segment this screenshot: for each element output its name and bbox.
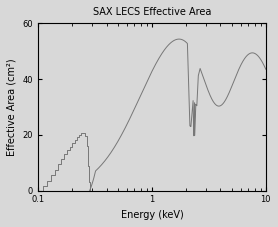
Y-axis label: Effective Area (cm²): Effective Area (cm²) [7,58,17,156]
Title: SAX LECS Effective Area: SAX LECS Effective Area [93,7,211,17]
X-axis label: Energy (keV): Energy (keV) [121,210,183,220]
